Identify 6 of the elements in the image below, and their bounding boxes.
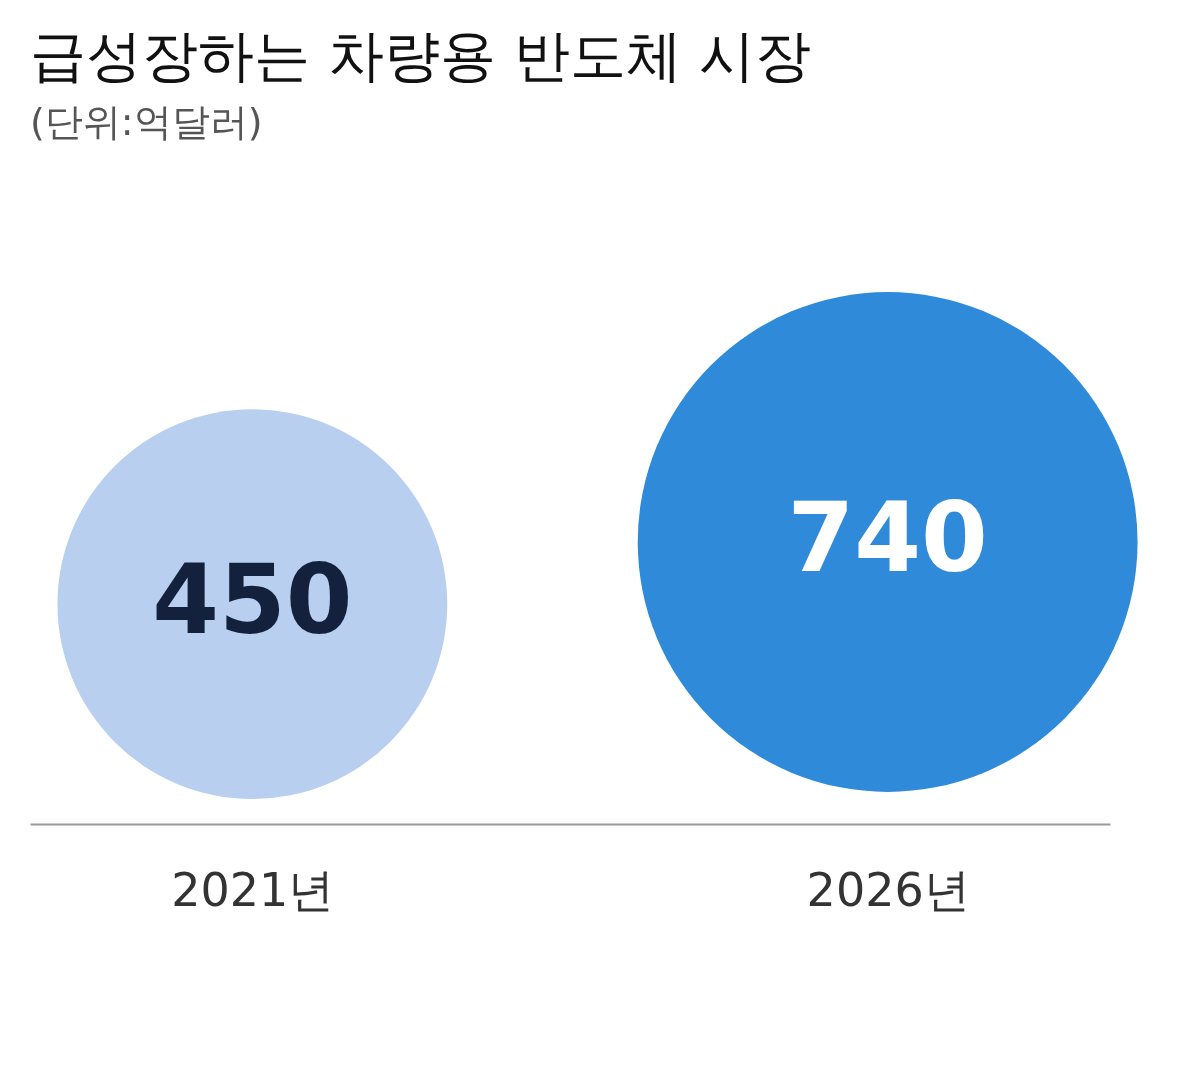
- data-label: 450: [152, 544, 353, 657]
- text: (단위:억달러): [30, 100, 263, 144]
- data-label: 740: [787, 482, 988, 594]
- category-label: 2021년: [171, 862, 335, 917]
- category-label: 2026년: [806, 862, 970, 917]
- text: 급성장하는 차량용 반도체 시장: [30, 23, 812, 88]
